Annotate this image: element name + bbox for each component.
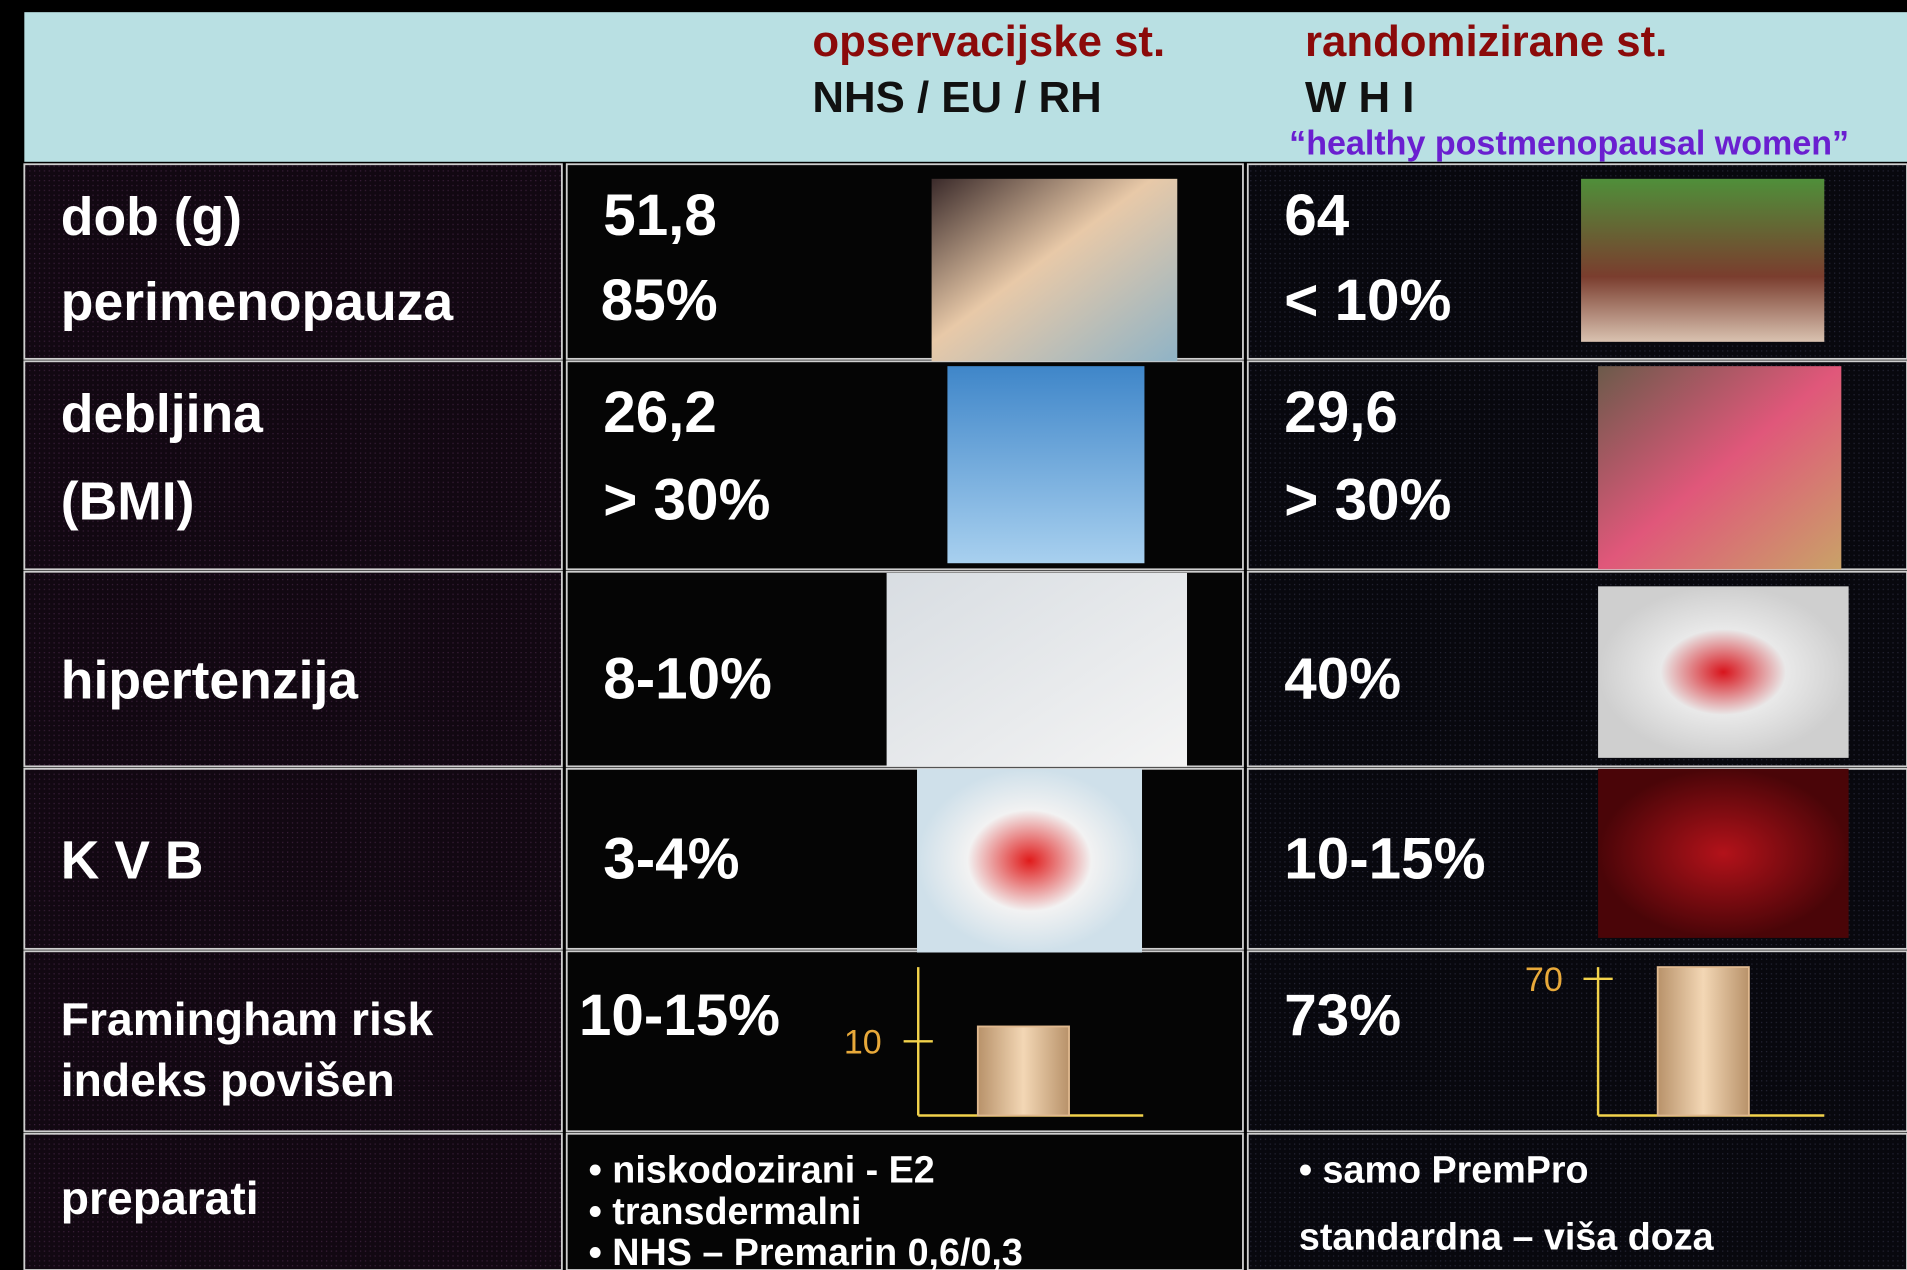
row-label: indeks povišen [61,1054,395,1106]
column-title: opservacijske st. [812,17,1165,66]
row-label: hipertenzija [61,651,359,710]
cell-value: > 30% [603,467,770,532]
photo [947,366,1144,563]
bar [978,1026,1069,1115]
cell-value: • niskodozirani - E2 [589,1148,935,1190]
row-label: preparati [61,1172,259,1224]
cell-value: • NHS – Premarin 0,6/0,3 [589,1231,1023,1270]
cell-value: 64 [1284,183,1349,248]
cell-value: 26,2 [603,380,717,445]
cell-value: 40% [1284,646,1401,711]
column-subtitle: W H I [1305,73,1414,122]
row-label: dob (g) [61,188,242,247]
photo [887,573,1187,766]
cell-value: 10-15% [1284,826,1485,891]
photo [917,769,1142,953]
cell-value: 73% [1284,983,1401,1048]
row-label: debljina [61,385,264,444]
column-note: “healthy postmenopausal women” [1289,124,1849,162]
column-title: randomizirane st. [1305,17,1667,66]
y-tick-label: 70 [1525,961,1563,999]
cell-value: 51,8 [603,183,717,248]
photo [1598,366,1841,569]
cell-value: > 30% [1284,467,1451,532]
cell-value: 10-15% [579,983,780,1048]
row-label: Framingham risk [61,993,434,1045]
cell-value: 29,6 [1284,380,1398,445]
cell-value: 85% [601,268,718,333]
photo [1598,586,1849,758]
row-label: perimenopauza [61,273,455,332]
photo [1581,179,1824,342]
bar [1658,967,1749,1115]
photo [932,179,1178,361]
cell-value: standardna – viša doza [1299,1215,1715,1257]
cell-value: 3-4% [603,826,739,891]
cell-value: • transdermalni [589,1190,862,1232]
cell-value: 8-10% [603,646,772,711]
column-subtitle: NHS / EU / RH [812,73,1101,122]
row-label: (BMI) [61,472,195,531]
row-label: K V B [61,831,204,890]
cell-value: • samo PremPro [1299,1148,1589,1190]
slide: opservacijske st. NHS / EU / RH randomiz… [0,0,1907,1270]
cell-value: < 10% [1284,268,1451,333]
y-tick-label: 10 [844,1023,882,1061]
photo [1598,769,1849,938]
